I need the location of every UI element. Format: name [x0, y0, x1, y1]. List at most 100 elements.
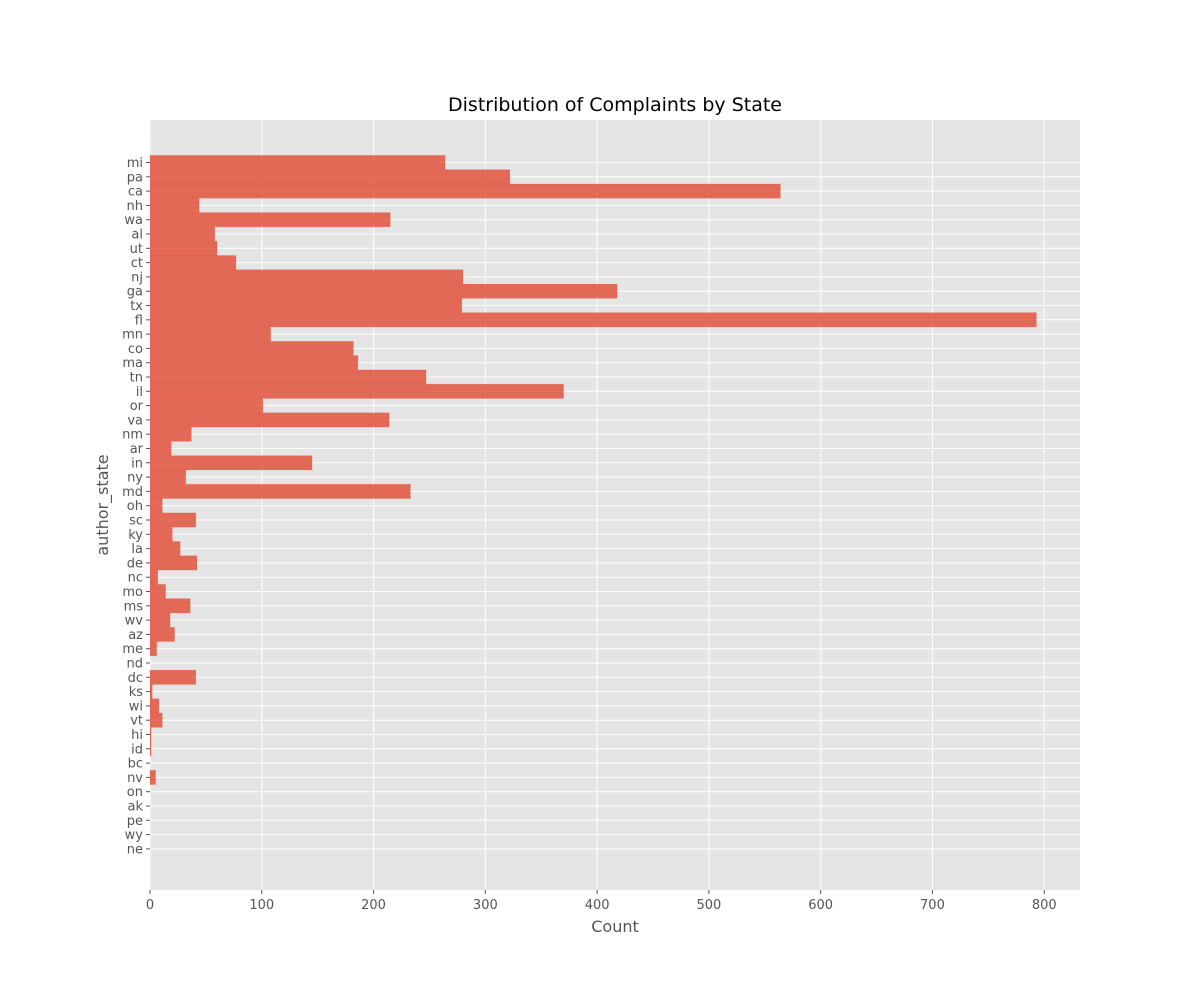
- y-tick-label: tn: [130, 371, 143, 386]
- bar-tn: [149, 369, 427, 385]
- chart-title: Distribution of Complaints by State: [448, 94, 782, 116]
- bar-wi: [149, 698, 160, 714]
- x-tick-label: 700: [920, 898, 945, 913]
- bar-id: [149, 741, 152, 757]
- bar-ms: [149, 598, 191, 614]
- bar-az: [149, 626, 176, 643]
- y-tick-label: bc: [128, 757, 143, 772]
- y-tick-label: ct: [131, 256, 143, 271]
- x-tick-label: 600: [808, 898, 833, 913]
- y-tick-label: va: [127, 413, 143, 428]
- y-tick-label: ga: [127, 285, 143, 300]
- y-tick-label: ks: [129, 685, 144, 700]
- x-tick-label: 500: [696, 898, 721, 913]
- y-tick-label: nh: [127, 199, 143, 214]
- y-tick-label: ma: [122, 356, 143, 371]
- bar-al: [149, 226, 216, 242]
- y-tick-label: me: [122, 642, 143, 657]
- y-tick-label: pe: [127, 814, 143, 829]
- bar-mn: [149, 326, 272, 342]
- bar-dc: [149, 669, 197, 685]
- bar-mi: [149, 154, 446, 171]
- bar-wa: [149, 212, 391, 228]
- bar-or: [149, 397, 264, 414]
- bar-in: [149, 455, 313, 471]
- x-tick-labels: 0 100 200 300 400 500 600 700 800: [146, 890, 1057, 913]
- y-tick-label: al: [131, 228, 143, 243]
- y-tick-label: wv: [125, 614, 144, 629]
- y-tick-label: mi: [127, 156, 143, 171]
- x-tick-label: 400: [585, 898, 610, 913]
- y-tick-label: mo: [122, 585, 143, 600]
- bar-il: [149, 383, 565, 399]
- bar-ca: [149, 183, 781, 199]
- bar-va: [149, 412, 390, 428]
- bar-hi: [149, 726, 152, 743]
- y-tick-label: ar: [130, 442, 144, 457]
- bar-ar: [149, 440, 172, 457]
- bar-de: [149, 555, 198, 571]
- y-tick-label: dc: [128, 671, 143, 686]
- y-axis-label: author_state: [93, 454, 113, 555]
- bar-tx: [149, 297, 463, 314]
- bar-la: [149, 540, 181, 557]
- y-tick-label: ky: [128, 528, 143, 543]
- y-tick-label: nm: [122, 428, 143, 443]
- y-tick-label: wy: [125, 828, 144, 843]
- y-tick-label: on: [127, 785, 143, 800]
- y-tick-label: pa: [127, 170, 143, 185]
- x-tick-label: 200: [361, 898, 386, 913]
- bar-md: [149, 483, 411, 500]
- bar-fl: [149, 312, 1037, 328]
- x-tick-label: 300: [473, 898, 498, 913]
- x-tick-label: 0: [146, 898, 154, 913]
- y-tick-label: ms: [124, 599, 144, 614]
- bar-ny: [149, 469, 187, 485]
- plot-background: [150, 120, 1080, 890]
- y-tick-label: fl: [135, 313, 143, 328]
- y-tick-label: il: [136, 385, 143, 400]
- y-tick-label: la: [131, 542, 143, 557]
- y-tick-label: az: [128, 628, 143, 643]
- y-tick-label: de: [127, 556, 143, 571]
- bar-nm: [149, 426, 192, 442]
- y-tick-label: or: [130, 399, 144, 414]
- bar-me: [149, 641, 158, 657]
- y-tick-label: ak: [128, 800, 144, 815]
- y-tick-label: id: [131, 742, 143, 757]
- y-tick-label: mn: [122, 328, 143, 343]
- y-tick-label: co: [128, 342, 143, 357]
- y-tick-label: hi: [131, 728, 143, 743]
- y-tick-label: nc: [128, 571, 143, 586]
- y-tick-labels: mipacanhwaalutctnjgatxflmncomatnilorvanm…: [122, 156, 150, 857]
- bar-wv: [149, 612, 171, 628]
- bar-vt: [149, 712, 163, 728]
- bar-nh: [149, 197, 200, 214]
- y-tick-label: nj: [131, 270, 143, 285]
- bar-ut: [149, 240, 218, 256]
- y-tick-label: ca: [128, 185, 143, 200]
- bar-co: [149, 340, 354, 357]
- y-tick-label: wa: [124, 213, 143, 228]
- bar-ks: [149, 683, 153, 700]
- bar-ky: [149, 526, 173, 542]
- bar-nc: [149, 569, 159, 585]
- bar-mo: [149, 583, 167, 600]
- bar-oh: [149, 498, 163, 514]
- y-tick-label: sc: [129, 514, 143, 529]
- bar-nv: [149, 769, 157, 786]
- x-tick-label: 100: [249, 898, 274, 913]
- bar-pa: [149, 169, 511, 185]
- bar-nj: [149, 269, 464, 285]
- y-tick-label: ne: [127, 842, 143, 857]
- y-tick-label: vt: [130, 714, 143, 729]
- bar-ct: [149, 254, 237, 271]
- bar-sc: [149, 512, 197, 528]
- y-tick-label: nd: [127, 657, 144, 672]
- x-tick-label: 800: [1032, 898, 1057, 913]
- y-tick-label: tx: [130, 299, 143, 314]
- bar-ga: [149, 283, 618, 299]
- y-tick-label: md: [122, 485, 143, 500]
- y-tick-label: wi: [129, 699, 143, 714]
